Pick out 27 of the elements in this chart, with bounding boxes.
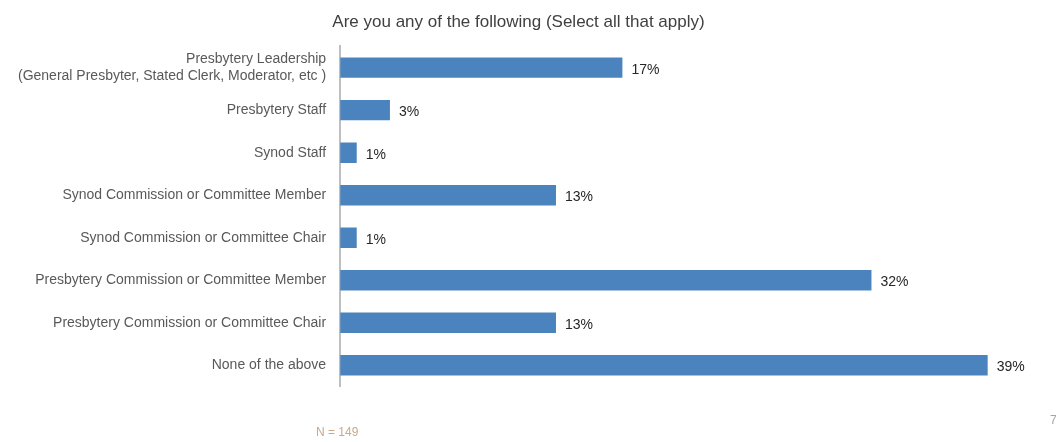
data-label: 13% — [564, 315, 594, 332]
bar — [340, 227, 357, 248]
bar — [340, 99, 390, 121]
data-label: 32% — [880, 273, 909, 290]
y-tick-label: Presbytery Commission or Committee Member — [35, 271, 327, 288]
y-tick-label: Presbytery Commission or Committee Chair — [53, 313, 327, 330]
bar — [340, 57, 623, 78]
data-label: 1% — [365, 230, 386, 247]
y-tick-label: None of the above — [211, 356, 327, 373]
bar — [340, 184, 556, 206]
data-label: 17% — [631, 60, 660, 77]
data-label: 13% — [564, 188, 594, 205]
data-label: 39% — [996, 358, 1025, 375]
data-label: 1% — [365, 145, 386, 162]
bar — [340, 142, 357, 163]
data-label: 3% — [398, 103, 420, 120]
bar — [340, 270, 872, 291]
y-tick-label: Synod Staff — [253, 143, 327, 160]
text: N = 149 — [316, 425, 359, 439]
y-tick-label: Synod Commission or Committee Chair — [80, 228, 327, 245]
bar — [340, 355, 988, 376]
bar — [340, 312, 556, 333]
y-tick-label: Presbytery Staff — [226, 101, 327, 118]
y-tick-label: Presbytery Leadership (General Presbyter, Stated Clerk, Moderator, etc ) — [17, 49, 327, 84]
y-tick-label: Synod Commission or Committee Member — [62, 186, 327, 203]
text: 7 — [1050, 413, 1057, 427]
chart-title: Are you any of the following (Select all that apply) — [332, 11, 705, 31]
